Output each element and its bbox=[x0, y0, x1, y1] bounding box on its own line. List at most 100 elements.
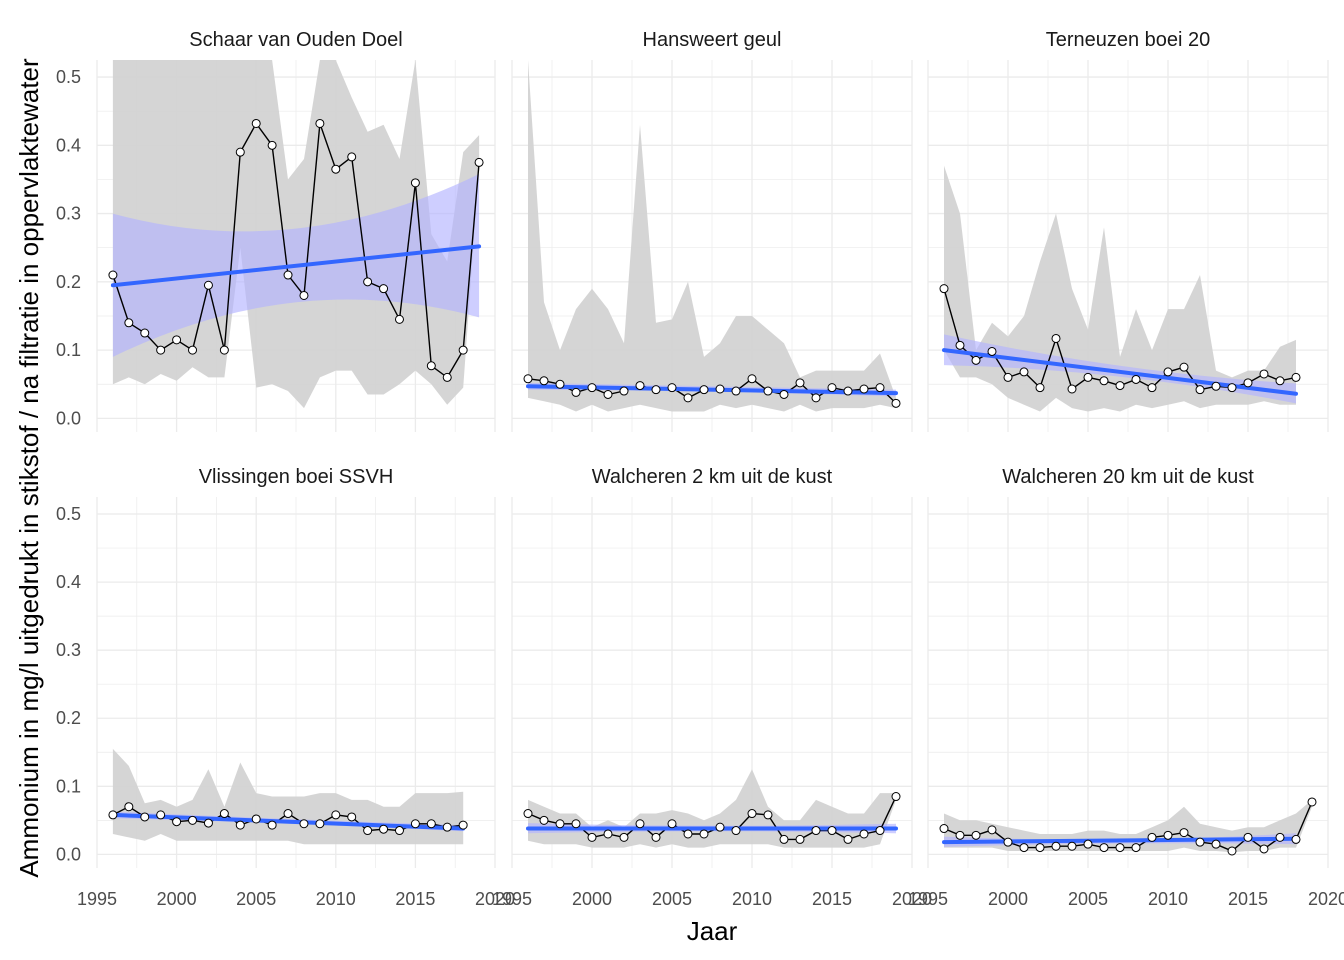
data-point bbox=[410, 819, 420, 829]
data-point bbox=[955, 340, 965, 350]
data-point bbox=[667, 819, 677, 829]
panel: Walcheren 2 km uit de kust bbox=[511, 466, 913, 868]
y-tick-label: 0.1 bbox=[56, 340, 81, 360]
data-point bbox=[283, 809, 293, 819]
x-tick-label: 2020 bbox=[892, 889, 932, 909]
data-point bbox=[779, 834, 789, 844]
data-point bbox=[635, 819, 645, 829]
data-point bbox=[763, 810, 773, 820]
data-point bbox=[363, 826, 373, 836]
panel-content bbox=[939, 165, 1301, 412]
panel-content bbox=[108, 748, 468, 845]
data-point bbox=[347, 812, 357, 822]
panel-content bbox=[108, 60, 484, 409]
data-point bbox=[587, 383, 597, 393]
x-tick-label: 2015 bbox=[812, 889, 852, 909]
panel-content bbox=[939, 797, 1317, 856]
data-point bbox=[1035, 843, 1045, 853]
data-point bbox=[203, 280, 213, 290]
data-point bbox=[1019, 843, 1029, 853]
y-tick-label: 0.0 bbox=[56, 844, 81, 864]
data-point bbox=[410, 178, 420, 188]
trend-line bbox=[942, 836, 1298, 845]
panels-layer: Schaar van Ouden Doel 0.0 0.1 0.2 0.3 0.4 0.5 H… bbox=[56, 29, 1329, 868]
data-point bbox=[795, 834, 805, 844]
data-point bbox=[1147, 832, 1157, 842]
data-point bbox=[747, 809, 757, 819]
data-point bbox=[1003, 372, 1013, 382]
data-point bbox=[619, 386, 629, 396]
panel: Schaar van Ouden Doel 0.0 0.1 0.2 0.3 0.4 0.5 bbox=[56, 29, 496, 432]
panel-title: Walcheren 2 km uit de kust bbox=[592, 466, 833, 488]
data-point bbox=[140, 328, 150, 338]
data-point bbox=[267, 820, 277, 830]
data-point bbox=[1291, 372, 1301, 382]
data-point bbox=[235, 820, 245, 830]
data-point bbox=[859, 829, 869, 839]
data-point bbox=[555, 819, 565, 829]
data-point bbox=[1243, 832, 1253, 842]
data-point bbox=[1259, 369, 1269, 379]
data-point bbox=[651, 832, 661, 842]
x-tick-label: 2015 bbox=[1228, 889, 1268, 909]
data-point bbox=[1195, 837, 1205, 847]
data-point bbox=[827, 826, 837, 836]
data-point bbox=[1051, 333, 1061, 343]
y-tick-label: 0.4 bbox=[56, 572, 81, 592]
trend-line bbox=[110, 244, 482, 288]
y-tick-label: 0.3 bbox=[56, 204, 81, 224]
data-point bbox=[811, 826, 821, 836]
panel: Hansweert geul bbox=[511, 29, 913, 432]
data-point bbox=[955, 830, 965, 840]
data-point bbox=[1291, 834, 1301, 844]
data-point bbox=[188, 815, 198, 825]
data-point bbox=[1067, 384, 1077, 394]
data-point bbox=[1035, 383, 1045, 393]
panel: Vlissingen boei SSVH 0.0 0.1 0.2 0.3 0.4 0.5 bbox=[56, 466, 496, 868]
data-point bbox=[347, 152, 357, 162]
data-point bbox=[172, 817, 182, 827]
data-point bbox=[1051, 841, 1061, 851]
data-point bbox=[1179, 828, 1189, 838]
data-point bbox=[394, 826, 404, 836]
data-point bbox=[172, 335, 182, 345]
trend-confidence-band bbox=[944, 334, 1296, 404]
panel: Walcheren 20 km uit de kust bbox=[927, 466, 1329, 868]
data-point bbox=[331, 810, 341, 820]
data-point bbox=[539, 376, 549, 386]
range-ribbon bbox=[112, 748, 464, 845]
panel-title: Schaar van Ouden Doel bbox=[189, 29, 402, 51]
data-point bbox=[219, 809, 229, 819]
data-point bbox=[619, 832, 629, 842]
data-point bbox=[779, 389, 789, 399]
data-point bbox=[763, 386, 773, 396]
data-point bbox=[651, 385, 661, 395]
data-point bbox=[1243, 378, 1253, 388]
data-point bbox=[1211, 839, 1221, 849]
data-point bbox=[1115, 381, 1125, 391]
range-ribbon bbox=[528, 60, 896, 412]
data-point bbox=[251, 814, 261, 824]
data-point bbox=[795, 378, 805, 388]
data-point bbox=[219, 345, 229, 355]
data-point bbox=[283, 270, 293, 280]
panel: Terneuzen boei 20 bbox=[927, 29, 1329, 432]
data-point bbox=[394, 314, 404, 324]
data-point bbox=[251, 118, 261, 128]
data-point bbox=[571, 387, 581, 397]
y-tick-label: 0.2 bbox=[56, 708, 81, 728]
data-point bbox=[299, 290, 309, 300]
y-axis-title: Ammonium in mg/l uitgedrukt in stikstof … bbox=[14, 58, 44, 878]
data-point bbox=[827, 383, 837, 393]
x-tick-label: 2020 bbox=[1308, 889, 1344, 909]
panel-title: Terneuzen boei 20 bbox=[1046, 29, 1211, 51]
data-point bbox=[539, 815, 549, 825]
data-point bbox=[1099, 376, 1109, 386]
data-point bbox=[1211, 381, 1221, 391]
data-point bbox=[1019, 367, 1029, 377]
x-tick-label: 2005 bbox=[236, 889, 276, 909]
data-point bbox=[523, 374, 533, 384]
data-point bbox=[203, 818, 213, 828]
data-point bbox=[747, 374, 757, 384]
data-point bbox=[458, 345, 468, 355]
